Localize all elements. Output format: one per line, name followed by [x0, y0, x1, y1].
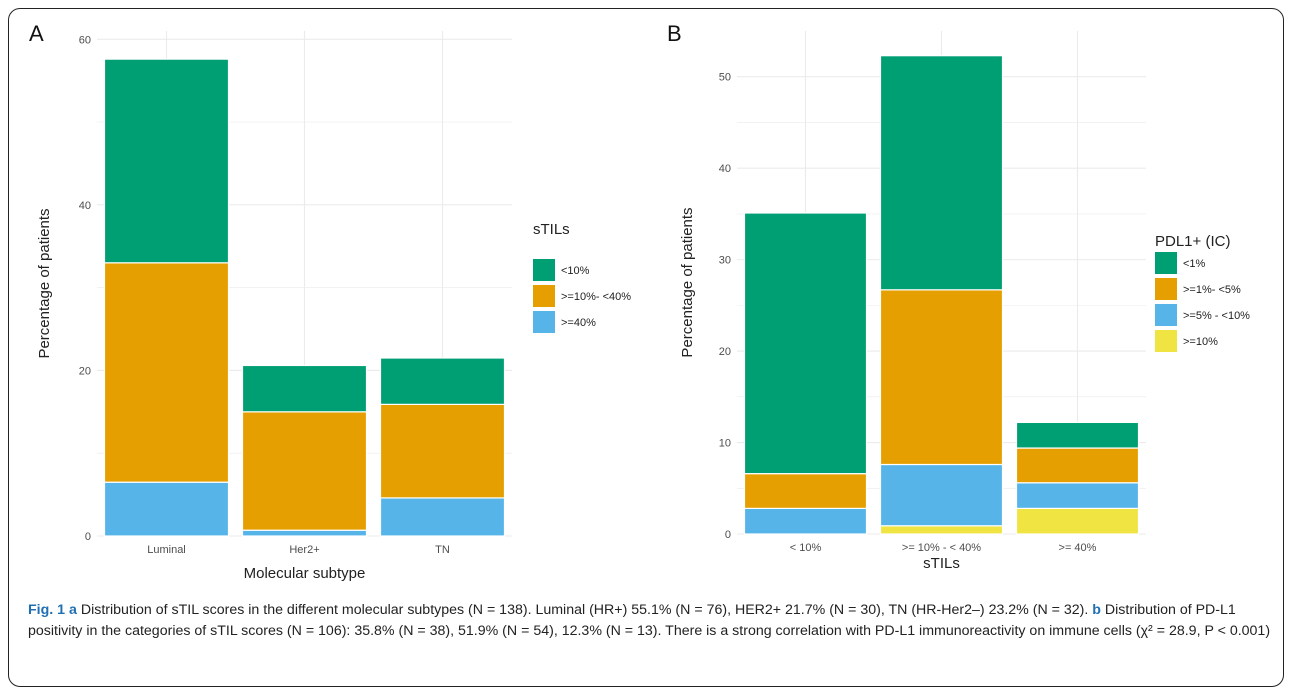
chart-panel-a: A 0 20 40 60 Luminal Her2+ TN Molecular subtype P…: [29, 21, 631, 582]
bar-segment: [241, 529, 368, 537]
legend-key: [1155, 330, 1177, 352]
x-tick-label: TN: [435, 544, 450, 556]
y-tick-label: 0: [85, 531, 91, 543]
bar-segment: [879, 289, 1004, 466]
bar-segment: [879, 525, 1004, 535]
bar-segment: [743, 212, 868, 475]
legend-key: [533, 259, 555, 281]
caption-b-text: Distribution of PD-L1 positivity in the …: [28, 602, 1271, 639]
y-tick-label: 50: [719, 72, 731, 84]
figure-frame: A 0 20 40 60 Luminal Her2+ TN Molecular subtype P…: [8, 8, 1284, 687]
bar-segment: [1015, 447, 1140, 484]
x-tick-label: < 10%: [790, 542, 822, 554]
figure-caption: Fig. 1 a Distribution of sTIL scores in …: [28, 600, 1278, 642]
caption-a-label: a: [69, 602, 77, 618]
bar-segment: [879, 463, 1004, 527]
legend-title: sTILs: [533, 221, 570, 238]
y-axis-title: Percentage of patients: [679, 207, 696, 357]
y-tick-label: 0: [725, 529, 731, 541]
legend-label: >=40%: [561, 317, 596, 329]
bar-segment: [379, 357, 506, 405]
panel-letter: A: [29, 21, 44, 46]
bar-segment: [241, 364, 368, 413]
bar-segment: [1015, 421, 1140, 449]
legend-key: [533, 285, 555, 307]
legend-label: >=5% - <10%: [1183, 310, 1250, 322]
bar-segment: [379, 497, 506, 537]
x-tick-label: >= 10% - < 40%: [902, 542, 981, 554]
legend-key: [1155, 252, 1177, 274]
x-axis-title: Molecular subtype: [244, 565, 366, 582]
bar-segment: [879, 55, 1004, 291]
y-tick-label: 20: [719, 346, 731, 358]
bar-segment: [241, 411, 368, 531]
y-tick-label: 60: [79, 34, 91, 46]
legend-label: >=10%- <40%: [561, 291, 631, 303]
figure-svg: A 0 20 40 60 Luminal Her2+ TN Molecular subtype P…: [29, 21, 1250, 582]
panel-letter: B: [667, 21, 682, 46]
y-tick-label: 20: [79, 365, 91, 377]
bar-segment: [379, 403, 506, 499]
bar-segment: [103, 262, 230, 483]
x-tick-label: Her2+: [289, 544, 319, 556]
caption-label: Fig. 1: [28, 602, 66, 618]
legend-key: [1155, 278, 1177, 300]
bar-segment: [743, 473, 868, 509]
bar-segment: [1015, 507, 1140, 535]
y-tick-label: 40: [79, 200, 91, 212]
y-tick-label: 10: [719, 438, 731, 450]
legend-label: >=10%: [1183, 336, 1218, 348]
caption-a-text: Distribution of sTIL scores in the diffe…: [80, 602, 1089, 618]
legend-title: PDL1+ (IC): [1155, 233, 1230, 250]
bar-segment: [103, 481, 230, 537]
y-tick-label: 40: [719, 163, 731, 175]
legend-label: <10%: [561, 265, 590, 277]
legend-key: [1155, 304, 1177, 326]
legend-label: <1%: [1183, 258, 1206, 270]
x-tick-label: >= 40%: [1059, 542, 1097, 554]
x-tick-label: Luminal: [147, 544, 186, 556]
legend-key: [533, 311, 555, 333]
y-axis-title: Percentage of patients: [36, 208, 53, 358]
x-axis-title: sTILs: [923, 555, 960, 572]
bar-segment: [103, 58, 230, 264]
bar-segment: [1015, 482, 1140, 509]
legend-label: >=1%- <5%: [1183, 284, 1241, 296]
caption-b-label: b: [1092, 602, 1101, 618]
y-tick-label: 30: [719, 255, 731, 267]
bar-segment: [743, 507, 868, 535]
chart-panel-b: B 0 10 20 30 40 50 < 10% >= 10% - < 40% >= 40% sTI…: [667, 21, 1250, 572]
